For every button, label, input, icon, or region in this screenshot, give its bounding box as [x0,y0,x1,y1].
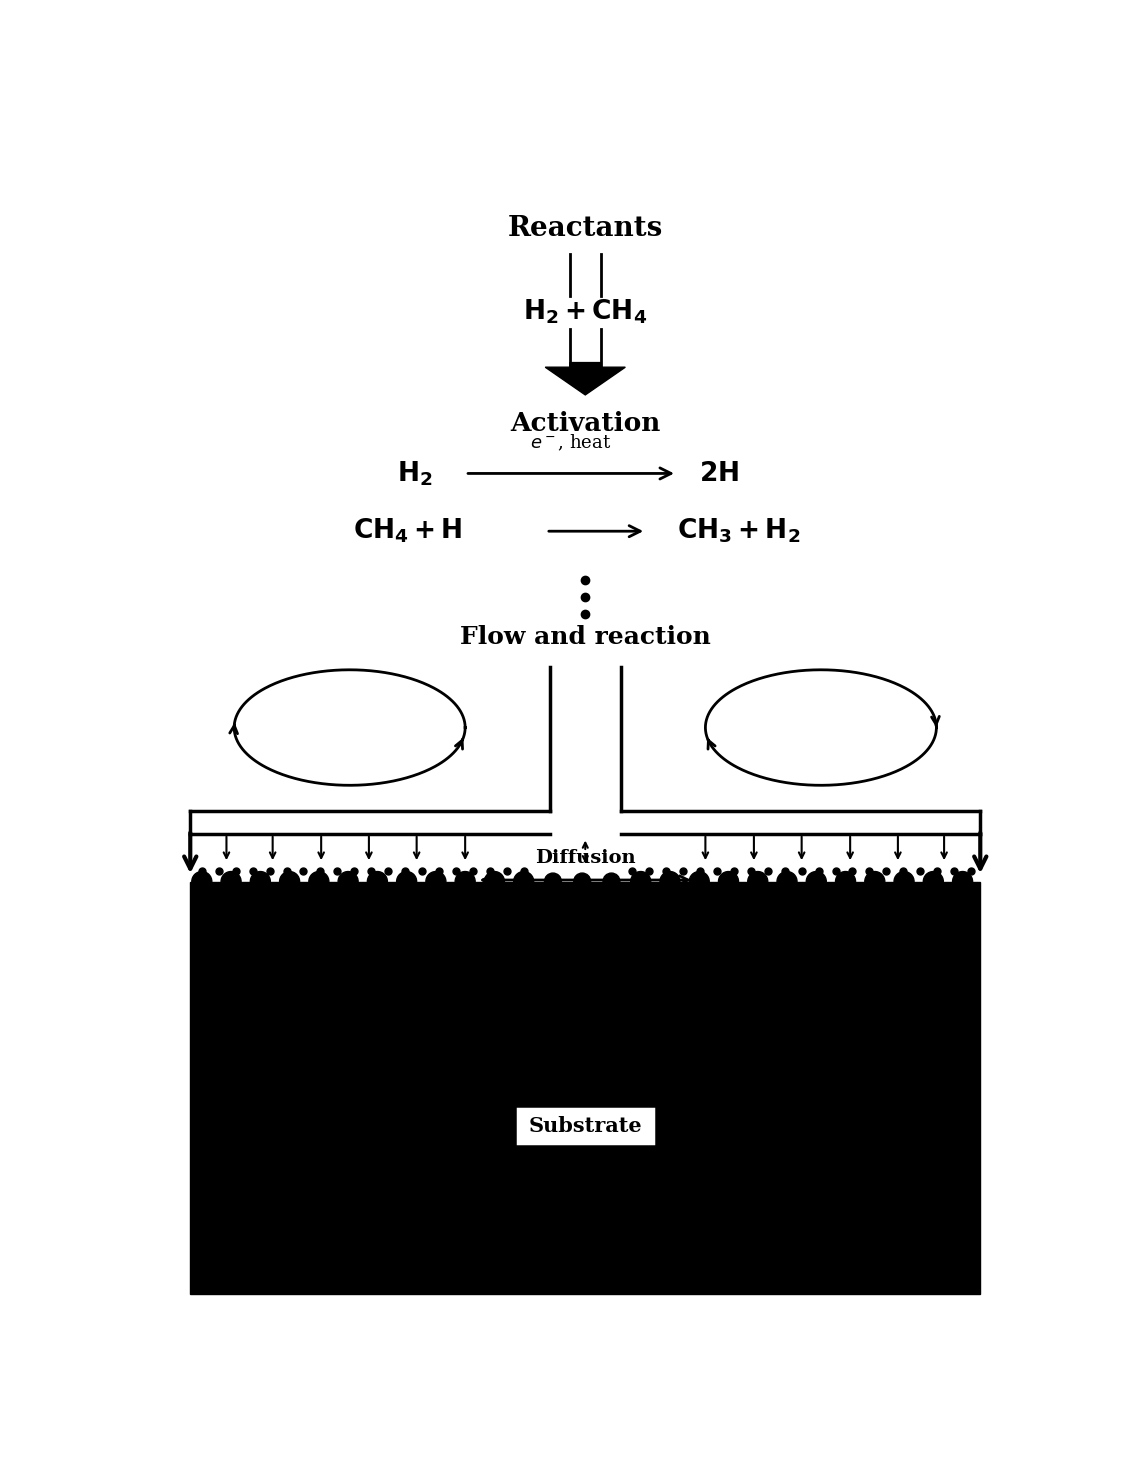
Circle shape [222,872,241,891]
Circle shape [514,872,533,891]
Polygon shape [545,363,626,395]
Text: $\mathbf{H_2 + CH_4}$: $\mathbf{H_2 + CH_4}$ [523,298,648,326]
Circle shape [484,872,505,891]
Text: Substrate: Substrate [529,1117,642,1136]
Circle shape [250,872,271,891]
Circle shape [748,872,767,891]
Circle shape [952,872,973,891]
Text: Reactants: Reactants [508,215,662,242]
Text: $e^-$, heat: $e^-$, heat [530,432,612,453]
Circle shape [777,872,797,891]
Circle shape [603,873,620,889]
Text: $\mathbf{CH_3 + H_2}$: $\mathbf{CH_3 + H_2}$ [677,516,801,546]
Circle shape [923,872,943,891]
Text: Diffusion: Diffusion [534,850,636,867]
Circle shape [836,872,855,891]
Text: $\mathbf{2H}$: $\mathbf{2H}$ [699,462,739,485]
Circle shape [660,872,679,891]
Text: Activation: Activation [510,412,660,437]
Circle shape [338,872,359,891]
Circle shape [718,872,739,891]
Circle shape [630,872,651,891]
Circle shape [280,872,299,891]
Text: $\mathbf{CH_4 + H}$: $\mathbf{CH_4 + H}$ [353,516,463,546]
Circle shape [573,873,590,889]
Circle shape [545,873,562,889]
Circle shape [864,872,885,891]
FancyBboxPatch shape [515,1106,656,1146]
Circle shape [396,872,417,891]
Circle shape [690,872,709,891]
Circle shape [456,872,475,891]
Circle shape [806,872,827,891]
Text: $\mathbf{H_2}$: $\mathbf{H_2}$ [397,459,433,488]
Circle shape [308,872,329,891]
Circle shape [192,872,211,891]
Circle shape [894,872,914,891]
Text: Flow and reaction: Flow and reaction [460,625,710,649]
Circle shape [368,872,387,891]
Bar [191,882,980,1294]
Circle shape [426,872,445,891]
